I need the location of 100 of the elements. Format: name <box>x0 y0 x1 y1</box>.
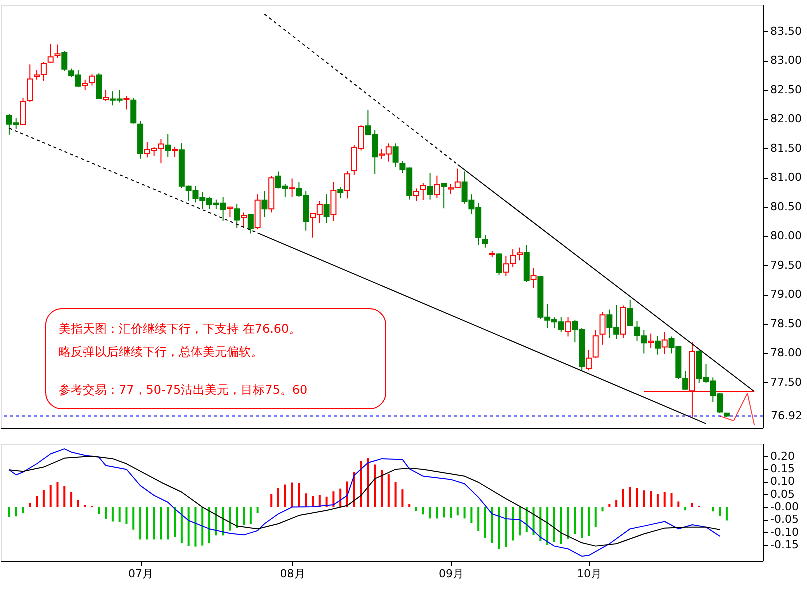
y-tick-label: 77.50 <box>770 376 802 389</box>
bar <box>498 507 500 550</box>
bar <box>505 507 508 548</box>
candlestick <box>241 212 248 229</box>
bar <box>622 489 624 508</box>
bar <box>15 507 18 517</box>
candlestick <box>54 44 61 59</box>
candlestick <box>586 350 592 372</box>
bar <box>215 507 218 536</box>
bar <box>340 488 342 508</box>
bar <box>381 470 383 508</box>
bar <box>153 507 156 540</box>
bar <box>415 507 418 512</box>
candlestick <box>565 316 572 338</box>
bar <box>284 484 286 508</box>
bar <box>243 507 246 526</box>
x-tick-label: 07月 <box>128 568 154 580</box>
bar <box>250 507 252 524</box>
x-tick-label: 08月 <box>280 568 306 580</box>
candlestick <box>130 98 137 124</box>
y-tick-label: 79.00 <box>770 288 802 302</box>
bar <box>436 507 438 519</box>
bar <box>540 507 542 542</box>
bar <box>464 507 466 519</box>
annotation: 参考交易：77，50-75沽出美元，目标75。60 <box>59 383 308 397</box>
candlestick <box>627 299 634 327</box>
candlestick <box>441 184 448 210</box>
bar <box>719 507 722 516</box>
y-tick-label: 79.50 <box>770 258 802 272</box>
bar <box>650 491 652 508</box>
bar <box>160 507 162 540</box>
bar <box>602 507 604 512</box>
bar <box>678 502 680 508</box>
bar <box>270 494 273 508</box>
bar <box>8 507 10 518</box>
bar <box>726 507 728 521</box>
bar <box>222 507 224 536</box>
candlestick <box>427 173 434 200</box>
bar <box>581 507 584 538</box>
candlestick <box>62 50 68 72</box>
bar <box>56 482 59 508</box>
bar <box>77 500 80 508</box>
candlestick <box>482 235 488 248</box>
candlestick <box>234 204 240 229</box>
bar <box>50 485 52 508</box>
candlestick <box>648 333 654 349</box>
bar <box>132 507 135 530</box>
bar <box>318 495 321 508</box>
bar <box>180 507 183 544</box>
bar <box>167 507 170 540</box>
candlestick <box>413 188 420 202</box>
bar <box>402 490 404 508</box>
bar <box>332 492 335 508</box>
bar <box>298 483 300 508</box>
bar <box>312 496 314 508</box>
bar <box>112 507 114 522</box>
y-tick-label: 83.00 <box>770 54 802 68</box>
bar <box>560 507 562 544</box>
bar <box>456 507 459 516</box>
bar <box>42 490 45 508</box>
bar <box>450 507 452 518</box>
y-tick-label: -0.05 <box>770 513 799 526</box>
candlestick <box>289 178 296 198</box>
bar <box>553 507 556 543</box>
bar <box>408 504 411 508</box>
bar <box>512 507 514 541</box>
bar <box>712 507 714 512</box>
bar <box>643 490 646 508</box>
bar <box>443 507 446 518</box>
candlestick <box>262 190 268 218</box>
bar <box>691 503 694 508</box>
bar <box>105 507 108 519</box>
candlestick <box>682 370 689 390</box>
bar <box>526 507 528 532</box>
y-tick-label: -0.00 <box>770 500 799 514</box>
candlestick <box>344 170 351 200</box>
bar <box>374 464 376 508</box>
bar <box>608 504 611 508</box>
bar <box>188 507 190 546</box>
bar <box>684 507 687 511</box>
line-series <box>8 448 721 557</box>
bar <box>532 507 535 536</box>
candlestick <box>324 194 330 224</box>
candlestick <box>662 332 668 355</box>
annotation: 略反弹以后继续下行，总体美元偏软。 <box>59 345 263 359</box>
bar <box>567 507 570 539</box>
annotation: 美指天图：汇价继续下行，下支持 在76.60。 <box>59 322 302 336</box>
bar <box>394 482 397 508</box>
y-tick-label: 82.00 <box>770 112 802 126</box>
candlestick <box>516 247 523 262</box>
y-tick-label: 0.20 <box>770 450 795 463</box>
y-tick-label: 83.50 <box>770 24 802 38</box>
line-series <box>720 392 756 426</box>
bar <box>491 507 494 544</box>
candlestick <box>420 182 426 201</box>
y-tick-label: 81.50 <box>770 142 802 155</box>
candlestick <box>165 134 172 158</box>
bar <box>594 507 597 528</box>
x-tick-label: 10月 <box>576 568 602 580</box>
bar <box>670 493 673 508</box>
